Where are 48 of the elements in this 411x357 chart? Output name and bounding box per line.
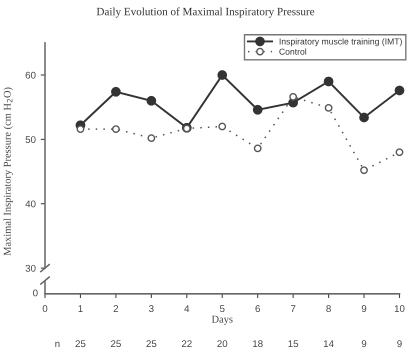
point <box>396 148 404 156</box>
x-tick-label: 0 <box>42 305 48 312</box>
x-tick-label: 4 <box>184 305 190 312</box>
point <box>112 125 120 133</box>
text: 9 <box>397 340 402 348</box>
x-tick-label: 1 <box>78 305 83 312</box>
point <box>289 93 298 101</box>
text: 25 <box>146 340 156 348</box>
point <box>359 112 369 122</box>
text: 14 <box>324 340 334 348</box>
x-tick-label: 3 <box>149 305 154 312</box>
point <box>394 86 404 96</box>
point <box>146 96 156 106</box>
text: 15 <box>288 340 298 348</box>
text: 18 <box>253 340 263 348</box>
point <box>217 70 228 80</box>
point <box>147 134 156 142</box>
point <box>76 125 84 133</box>
x-tick-label: 7 <box>290 305 296 312</box>
point <box>254 144 262 152</box>
text: 22 <box>182 340 192 348</box>
text: 0 <box>33 290 38 296</box>
x-tick-label: 6 <box>255 305 260 312</box>
point <box>252 104 263 115</box>
x-axis-title: Days <box>212 316 233 325</box>
chart-title: Daily Evolution of Maximal Inspiratory Pressure <box>96 7 314 18</box>
x-tick-label: 10 <box>394 305 405 312</box>
point <box>111 86 121 97</box>
point <box>218 122 226 130</box>
y-axis-title: Maximal Inspiratory Pressure (cm H$_{2}$O) <box>3 87 13 256</box>
text: n <box>55 342 60 348</box>
x-tick-label: 9 <box>362 305 366 312</box>
x-tick-label: 5 <box>220 305 225 312</box>
x-tick-label: 8 <box>326 305 331 312</box>
text: 20 <box>217 340 228 348</box>
point <box>360 166 368 174</box>
y-tick-label: 30 <box>26 264 36 272</box>
text: 25 <box>76 340 86 348</box>
text: 25 <box>110 340 121 348</box>
legend-label: Inspiratory muscle training (IMT) <box>280 38 402 46</box>
point <box>324 76 334 86</box>
text: 9 <box>362 340 366 348</box>
legend-label: Control <box>279 48 306 55</box>
point <box>324 104 332 112</box>
y-tick-label: 40 <box>25 200 36 208</box>
y-tick-label: 50 <box>26 136 36 143</box>
y-tick-label: 60 <box>26 72 36 79</box>
x-tick-label: 2 <box>114 305 118 312</box>
